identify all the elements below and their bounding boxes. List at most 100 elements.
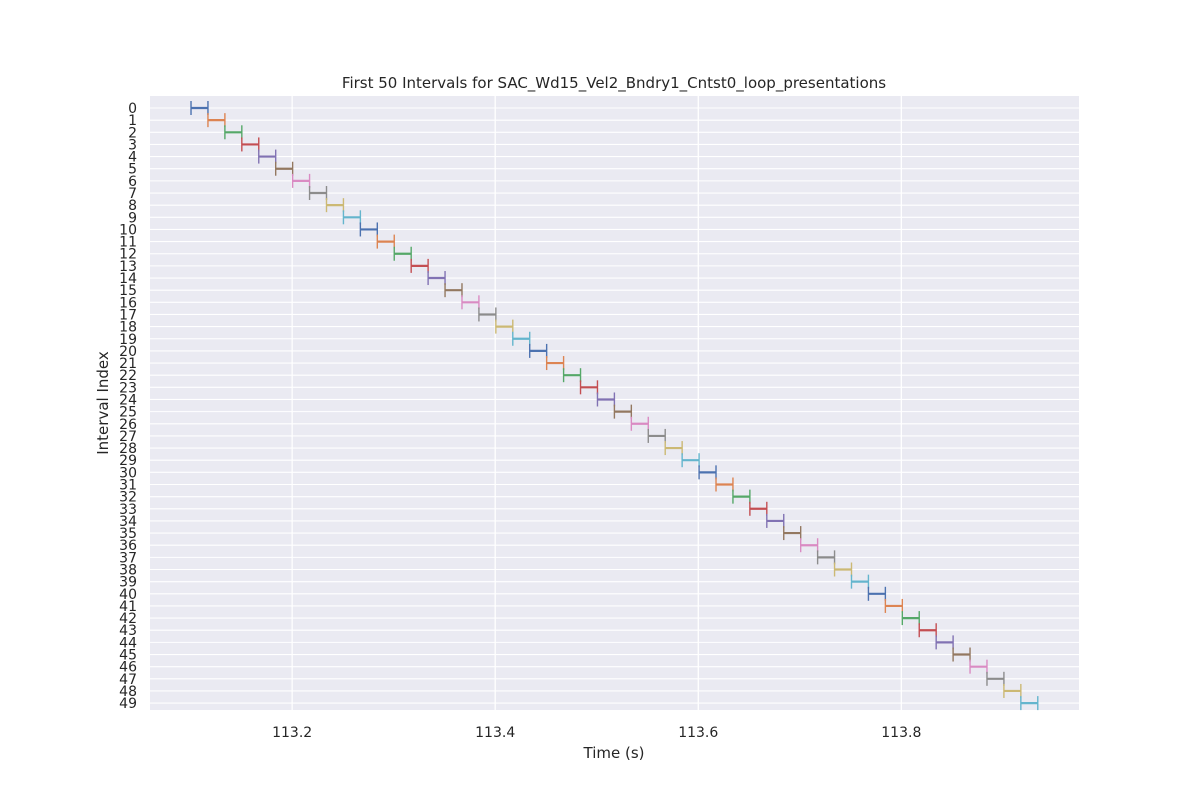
interval-15 [444,283,463,298]
y-tick-label: 38 [119,563,137,579]
interval-2 [224,125,243,140]
y-tick-label: 9 [128,210,137,226]
y-tick-label: 47 [119,672,137,688]
interval-37 [816,550,836,565]
interval-16 [461,295,480,310]
y-tick-label: 7 [128,186,137,202]
interval-42 [901,611,920,626]
interval-49 [1020,696,1039,711]
interval-29 [681,453,700,468]
interval-18 [495,319,514,334]
interval-1 [207,113,226,128]
interval-35 [783,526,802,541]
y-tick-label: 42 [119,611,137,627]
y-tick-label: 44 [119,635,137,651]
y-tick-label: 17 [119,307,137,323]
y-tick-label: 31 [119,477,137,493]
interval-45 [952,647,971,662]
interval-17 [478,307,497,322]
y-tick-label: 21 [119,356,137,372]
y-tick-label: 40 [119,587,137,603]
y-tick-label: 8 [128,198,137,214]
interval-marks [190,101,1039,711]
y-tick-label: 4 [128,150,137,166]
y-tick-label: 20 [119,344,137,360]
interval-44 [935,635,954,650]
x-tick-label: 113.6 [678,725,718,741]
interval-19 [512,331,531,346]
interval-9 [342,210,362,225]
interval-34 [766,513,785,528]
y-tick-label: 46 [119,660,137,676]
interval-24 [596,392,616,407]
y-tick-label: 22 [119,368,137,384]
y-axis-label: Interval Index [94,351,112,455]
y-tick-label: 35 [119,526,137,542]
y-tick-label: 11 [119,235,137,251]
interval-5 [274,161,294,176]
x-axis-label: Time (s) [583,744,645,762]
interval-7 [308,186,328,201]
y-tick-label: 26 [119,417,137,433]
interval-31 [715,477,734,492]
y-tick-label: 30 [119,465,137,481]
y-tick-label: 41 [119,599,137,615]
y-tick-label: 24 [119,392,137,408]
interval-36 [799,538,819,553]
interval-6 [291,173,311,188]
y-tick-label: 37 [119,550,137,566]
interval-30 [698,465,717,480]
y-tick-label: 32 [119,490,137,506]
interval-26 [630,416,649,431]
y-tick-label: 16 [119,295,137,311]
y-tick-label: 2 [128,125,137,141]
horizontal-gridlines [150,107,1079,704]
interval-3 [241,137,260,152]
y-tick-label: 14 [119,271,137,287]
y-tick-label: 6 [128,174,137,190]
y-tick-label: 1 [128,113,137,129]
interval-25 [613,404,633,419]
interval-41 [884,598,903,613]
interval-11 [376,234,395,249]
y-tick-label: 19 [119,332,137,348]
interval-10 [359,222,379,237]
x-tick-label: 113.2 [272,725,312,741]
x-tick-label: 113.8 [881,725,921,741]
interval-12 [393,246,412,261]
y-tick-label: 3 [128,137,137,153]
y-tick-label: 36 [119,538,137,554]
y-tick-label: 48 [119,684,137,700]
y-tick-label: 10 [119,222,137,238]
y-tick-label: 49 [119,696,137,712]
interval-46 [969,659,988,674]
y-tick-label: 25 [119,405,137,421]
interval-20 [529,343,548,358]
y-tick-label: 5 [128,162,137,178]
interval-48 [1003,683,1022,698]
y-tick-label: 12 [119,247,137,263]
vertical-gridlines [291,96,902,710]
interval-23 [579,380,599,395]
interval-47 [986,671,1005,686]
interval-0 [190,101,209,115]
interval-4 [258,149,277,164]
y-tick-label: 29 [119,453,137,469]
y-tick-label: 39 [119,575,137,591]
y-tick-labels: 0123456789101112131415161718192021222324… [119,101,137,712]
y-tick-label: 33 [119,502,137,518]
interval-43 [918,623,937,638]
chart-title: First 50 Intervals for SAC_Wd15_Vel2_Bnd… [342,74,886,93]
y-tick-label: 43 [119,623,137,639]
interval-21 [545,356,565,371]
y-tick-label: 15 [119,283,137,299]
y-tick-label: 13 [119,259,137,275]
interval-28 [664,441,683,456]
interval-32 [732,489,751,504]
y-tick-label: 34 [119,514,137,530]
y-tick-label: 23 [119,380,137,396]
interval-14 [427,271,446,286]
y-tick-label: 0 [128,101,137,117]
interval-27 [647,428,666,443]
